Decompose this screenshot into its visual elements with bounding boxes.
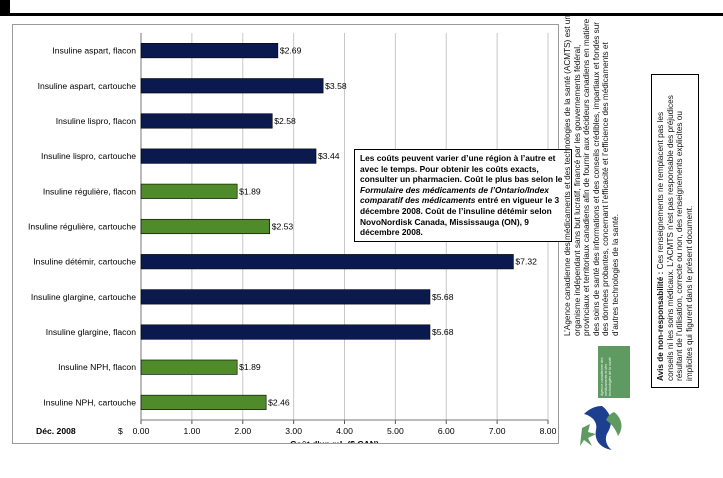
x-tick-label: 3.00 <box>285 426 302 436</box>
x-tick-label: 7.00 <box>489 426 506 436</box>
chart-panel: 0.00 1.00 2.00 3.00 4.00 5.00 6.00 7.00 8.00 Insu… <box>12 24 572 444</box>
cost-bar <box>140 359 238 375</box>
agency-description: L’Agence canadienne des médicaments et d… <box>563 15 620 336</box>
cost-note-box: Les coûts peuvent varier d’une région à … <box>354 149 572 242</box>
bar-value-label: $5.68 <box>432 327 454 337</box>
category-label: Insuline régulière, flacon <box>43 186 136 196</box>
x-tick-label: 0.00 <box>133 426 150 436</box>
category-label: Insuline aspart, cartouche <box>38 81 137 91</box>
note-text-before: Les coûts peuvent varier d’une région à … <box>360 153 563 185</box>
insulin-cost-bar-chart: 0.00 1.00 2.00 3.00 4.00 5.00 6.00 7.00 8.00 Insu… <box>28 33 557 443</box>
x-tick-label: 5.00 <box>387 426 404 436</box>
top-border-bar <box>0 0 723 16</box>
category-label: Insuline glargine, flacon <box>46 327 137 337</box>
x-tick-label: 8.00 <box>540 426 557 436</box>
cost-bar <box>140 183 238 199</box>
bar-value-label: $3.58 <box>325 81 347 91</box>
cost-bar <box>140 113 273 129</box>
top-border-inner <box>8 0 723 13</box>
disclaimer-title: Avis de non-responsabilité : <box>656 271 665 381</box>
cost-bar <box>140 218 271 235</box>
category-label: Insuline NPH, cartouche <box>43 397 136 407</box>
bar-value-label: $7.32 <box>515 257 537 267</box>
bar-value-label: $2.58 <box>274 116 296 126</box>
bar-value-label: $2.53 <box>272 222 294 232</box>
agency-logo-panel: Agence canadienne des médicaments et des… <box>598 346 630 398</box>
cadth-logo-icon <box>580 406 622 450</box>
note-text-after: entré en vigueur le 3 décembre 2008. Coû… <box>360 195 560 238</box>
cost-bar <box>140 78 324 94</box>
cost-bar <box>140 394 267 410</box>
note-source-italic: Formulaire des médicaments de l’Ontario/… <box>360 184 549 206</box>
cost-bar <box>140 289 431 305</box>
x-tick-label: 1.00 <box>184 426 201 436</box>
x-axis-title: Coût d'un mL ($ CAN) <box>290 439 379 443</box>
bar-value-label: $1.89 <box>239 186 261 196</box>
category-label: Insuline régulière, cartouche <box>28 222 136 232</box>
category-label: Insuline lispro, flacon <box>56 116 136 126</box>
bar-value-label: $1.89 <box>239 362 261 372</box>
cost-bar <box>140 254 514 270</box>
bar-value-label: $3.44 <box>318 151 340 161</box>
bar-value-label: $2.46 <box>268 397 290 407</box>
bar-value-label: $2.69 <box>280 46 302 56</box>
category-label: Insuline NPH, flacon <box>58 362 136 372</box>
x-tick-label: 4.00 <box>336 426 353 436</box>
bar-value-label: $5.68 <box>432 292 454 302</box>
cost-bar <box>140 43 279 59</box>
cost-bar <box>140 148 317 164</box>
currency-label: $ <box>118 426 123 436</box>
logo-agency-name: Agence canadienne des médicaments et des… <box>600 357 612 396</box>
date-label: Déc. 2008 <box>36 426 76 436</box>
category-label: Insuline glargine, cartouche <box>31 292 136 302</box>
top-border-rule <box>8 13 723 16</box>
category-label: Insuline détémir, cartouche <box>33 257 136 267</box>
x-tick-label: 2.00 <box>234 426 251 436</box>
cost-bar <box>140 324 431 340</box>
category-label: Insuline lispro, cartouche <box>41 151 136 161</box>
x-tick-label: 6.00 <box>438 426 455 436</box>
disclaimer-box: Avis de non-responsabilité : Ces renseig… <box>651 74 700 388</box>
category-label: Insuline aspart, flacon <box>52 46 136 56</box>
